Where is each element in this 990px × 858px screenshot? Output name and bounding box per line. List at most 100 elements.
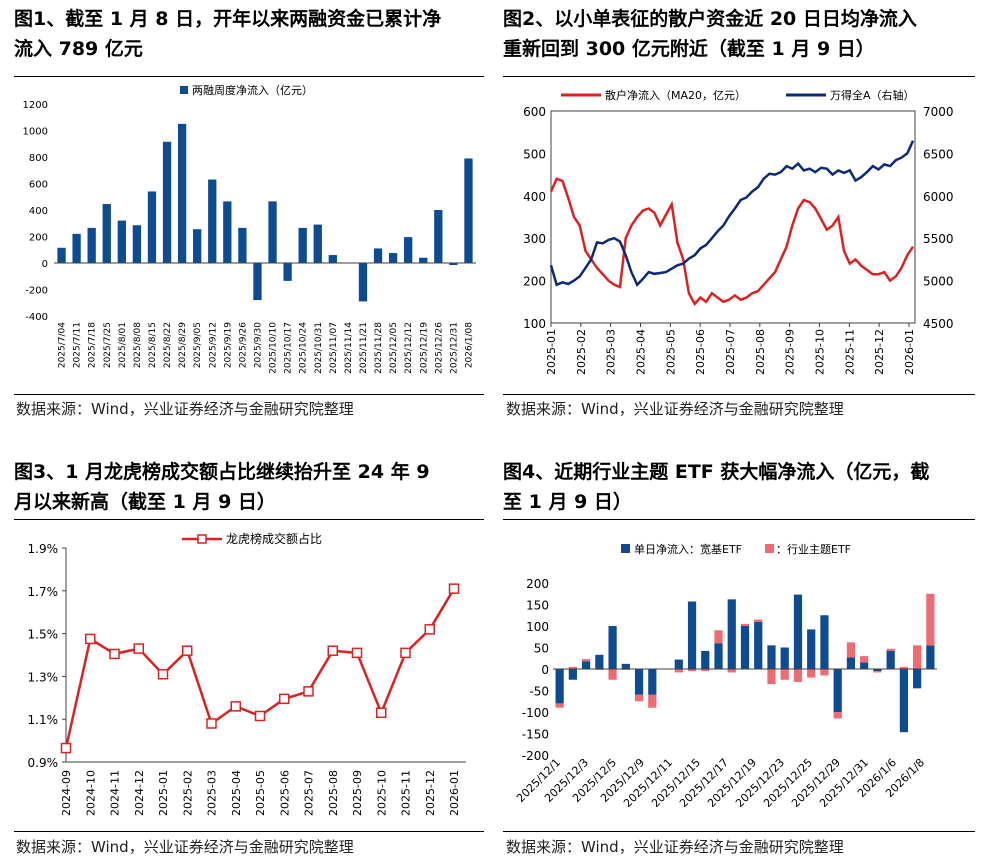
bar-broad — [846, 657, 856, 669]
bar-sector — [899, 666, 909, 669]
panel2-title: 图2、以小单表征的散户资金近 20 日日均净流入 重新回到 300 亿元附近（截… — [503, 4, 978, 64]
panel4-title-line2: 至 1 月 9 日） — [503, 491, 632, 513]
bar-sector — [846, 642, 856, 658]
bar-broad — [555, 669, 564, 704]
bar-sector — [714, 630, 723, 644]
data-point — [424, 624, 435, 635]
panel1-title-line1: 图1、截至 1 月 8 日，开年以来两融资金已累计净 — [14, 8, 442, 30]
bar-sector — [793, 669, 803, 682]
bar-broad — [634, 669, 644, 695]
bar-sector — [780, 669, 789, 680]
y-left-tick-label: 600 — [523, 105, 546, 119]
legend-label-index: 万得全A（右轴） — [830, 88, 915, 102]
bar — [193, 229, 202, 263]
x-tick-label: 2025/9/30 — [253, 322, 263, 368]
bar-sector — [555, 703, 564, 708]
x-tick-label: 2025-02 — [575, 329, 588, 375]
y-tick-label: -50 — [529, 685, 549, 699]
y-tick-label: 1.9% — [28, 542, 59, 556]
x-tick-label: 2025/8/01 — [118, 322, 128, 368]
bar — [419, 257, 428, 263]
bar — [328, 255, 337, 263]
x-tick-label: 2025/11/28 — [374, 322, 384, 374]
y-left-tick-label: 200 — [523, 275, 546, 289]
bar-broad — [767, 645, 776, 669]
x-tick-label: 2025-05 — [664, 329, 677, 375]
panel2-top-rule — [503, 76, 975, 77]
y-left-tick-label: 500 — [523, 147, 546, 161]
bar-sector — [754, 619, 763, 622]
panel2-bottom-rule — [503, 394, 975, 395]
y-tick-label: 1000 — [23, 127, 48, 138]
x-tick-label: 2025-11 — [843, 329, 856, 375]
x-tick-label: 2025-07 — [724, 329, 737, 375]
x-tick-label: 2025-09 — [784, 329, 797, 375]
x-tick-label: 2025/12/05 — [389, 322, 399, 374]
bar-broad — [793, 594, 803, 669]
y-tick-label: -200 — [522, 749, 549, 763]
y-left-tick-label: 400 — [523, 190, 546, 204]
chart1-svg: 两融周度净流入（亿元） -400 -200 0 200 400 600 800 1000 1200… — [23, 83, 476, 374]
legend-swatch — [180, 86, 188, 94]
bar-sector — [860, 656, 869, 663]
bar — [434, 210, 443, 263]
panel1-bottom-rule — [14, 394, 484, 395]
y-tick-label: -200 — [25, 286, 48, 297]
panel3-title: 图3、1 月龙虎榜成交额占比继续抬升至 24 年 9 月以来新高（截至 1 月 … — [14, 457, 484, 517]
bar-broad — [727, 599, 736, 669]
x-tick-label: 2025-04 — [230, 770, 243, 816]
bar — [162, 141, 172, 263]
bar-sector — [886, 648, 895, 651]
y-tick-label: 200 — [526, 577, 549, 591]
bar-broad — [899, 669, 909, 733]
bar — [87, 227, 96, 263]
y-right-tick-label: 5500 — [923, 232, 954, 246]
legend-label: 两融周度净流入（亿元） — [192, 83, 313, 97]
legend-label-broad: 单日净流入：宽基ETF — [634, 542, 742, 556]
bar-broad — [687, 601, 697, 669]
x-tick-label: 2025/9/05 — [193, 322, 203, 368]
y-tick-label: 100 — [526, 620, 549, 634]
data-point — [279, 693, 290, 705]
data-point — [448, 583, 460, 594]
y-tick-label: 800 — [29, 153, 48, 164]
x-tick-label: 2024-11 — [109, 770, 122, 816]
y-left-tick-label: 300 — [523, 232, 546, 246]
x-tick-label: 2025/10/17 — [284, 322, 294, 374]
panel4-top-rule — [503, 519, 975, 520]
x-tick-label: 2025-12 — [873, 329, 886, 375]
data-point — [206, 718, 217, 729]
bar-sector — [634, 694, 644, 702]
x-tick-label: 2025/9/19 — [223, 322, 233, 368]
chart4-svg: 单日净流入：宽基ETF ：行业主题ETF -200 -150 -100 -50 0 50 100… — [514, 542, 937, 810]
bar-broad — [714, 643, 723, 669]
x-tick-label: 2025/7/18 — [88, 322, 98, 368]
x-tick-label: 2025-12 — [424, 770, 437, 816]
x-tick-label: 2025/11/07 — [329, 322, 339, 374]
x-tick-label: 2025-03 — [206, 770, 219, 816]
bar-broad — [674, 659, 683, 669]
chart3-svg: 龙虎榜成交额占比 0.9% 1.1% 1.3% 1.5% 1.7% 1.9% 2024-09 2… — [28, 531, 466, 816]
bar-broad — [608, 626, 617, 669]
panel2-title-line2: 重新回到 300 亿元附近（截至 1 月 9 日） — [503, 38, 875, 60]
bar-broad — [926, 645, 935, 669]
data-point — [230, 701, 241, 712]
panel3-source: 数据来源：Wind，兴业证券经济与金融研究院整理 — [16, 838, 354, 856]
bar-sector — [608, 669, 617, 680]
panel3-title-line1: 图3、1 月龙虎榜成交额占比继续抬升至 24 年 9 — [14, 461, 430, 483]
x-tick-label: 2025-11 — [400, 770, 413, 816]
legend-label-sector: ：行业主题ETF — [776, 543, 851, 556]
panel1-top-rule — [14, 76, 484, 77]
panel4-title: 图4、近期行业主题 ETF 获大幅净流入（亿元，截 至 1 月 9 日） — [503, 457, 978, 517]
x-tick-label: 2025-05 — [254, 770, 267, 816]
bar-sector — [568, 666, 577, 669]
x-tick-label: 2025/8/22 — [163, 322, 173, 368]
y-tick-label: 1.1% — [28, 713, 59, 727]
x-tick-label: 2025-01 — [157, 770, 170, 816]
bar-sector — [820, 669, 829, 676]
data-point — [327, 645, 338, 656]
x-tick-label: 2025/12/12 — [404, 322, 414, 374]
y-tick-label: -400 — [25, 312, 48, 323]
y-tick-label: 50 — [534, 642, 549, 656]
x-tick-label: 2025-01 — [545, 329, 558, 375]
